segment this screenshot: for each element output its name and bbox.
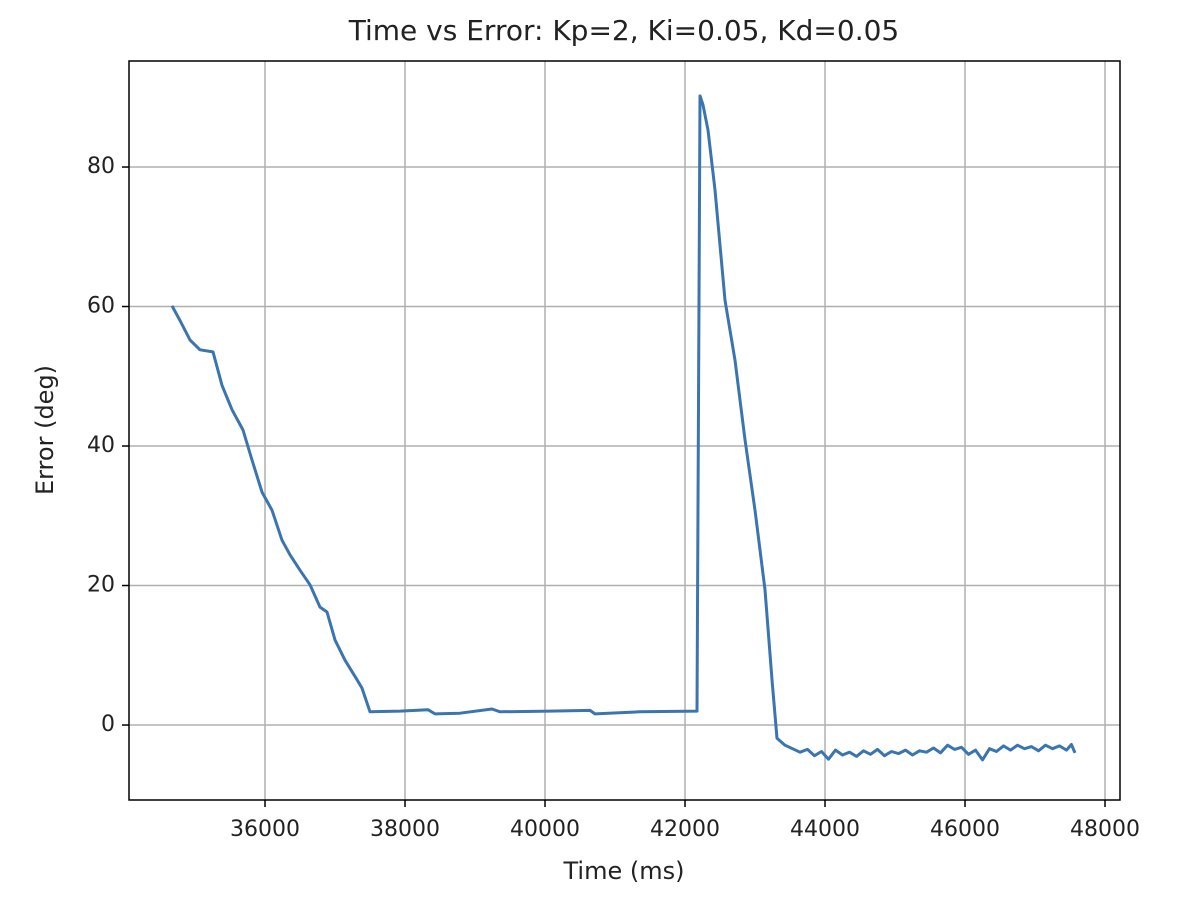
x-tick-label: 38000 bbox=[370, 817, 440, 842]
y-tick-label: 20 bbox=[87, 573, 115, 598]
x-tick-label: 40000 bbox=[510, 817, 580, 842]
y-tick-label: 80 bbox=[87, 154, 115, 179]
y-tick-label: 0 bbox=[101, 712, 115, 737]
x-tick-label: 44000 bbox=[790, 817, 860, 842]
x-tick-label: 36000 bbox=[230, 817, 300, 842]
chart-title: Time vs Error: Kp=2, Ki=0.05, Kd=0.05 bbox=[348, 14, 899, 47]
x-axis-label: Time (ms) bbox=[563, 857, 685, 885]
x-tick-label: 48000 bbox=[1070, 817, 1140, 842]
x-tick-label: 46000 bbox=[930, 817, 1000, 842]
x-tick-label: 42000 bbox=[650, 817, 720, 842]
plot-frame bbox=[128, 60, 1121, 801]
y-tick-label: 60 bbox=[87, 294, 115, 319]
data-line bbox=[170, 94, 1077, 762]
y-axis-label: Error (deg) bbox=[31, 365, 59, 495]
y-tick-label: 40 bbox=[87, 433, 115, 458]
